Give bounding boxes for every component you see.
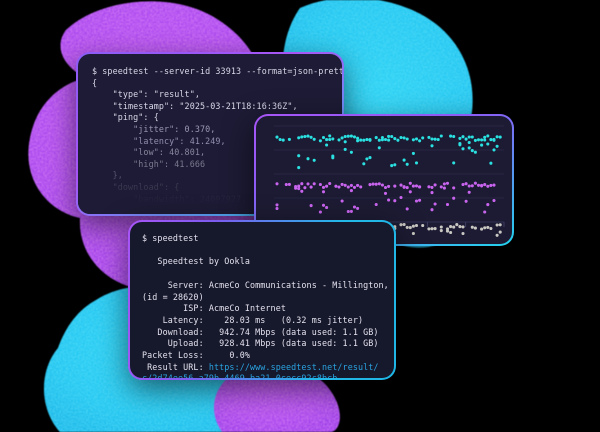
json-line-1: { [92,77,98,88]
json-line-5: "jitter": 0.370, [92,123,216,134]
summary-card-inner: $ speedtest Speedtest by Ookla Server: A… [130,222,394,378]
summary-output-text: $ speedtest Speedtest by Ookla Server: A… [142,233,394,378]
json-line-7: "low": 40.801, [92,147,206,158]
magenta-blob-bottom [213,364,340,432]
summary-text-block: $ speedtest Speedtest by Ookla Server: A… [142,233,394,372]
speedtest-summary-card[interactable]: $ speedtest Speedtest by Ookla Server: A… [128,220,396,380]
json-line-4: "ping": { [92,112,159,123]
json-line-6: "latency": 41.249, [92,135,226,146]
json-line-2: "type": "result", [92,89,200,100]
json-line-8: "high": 41.666 [92,158,206,169]
json-line-0: $ speedtest --server-id 33913 --format=j… [92,66,342,76]
result-url-line-2[interactable]: c/2d74ee56-a79b-4469-ba21-0cecc92c8bcb [142,373,337,378]
json-line-3: "timestamp": "2025-03-21T18:16:36Z", [92,100,298,111]
result-url-line-1[interactable]: https://www.speedtest.net/result/ [208,361,379,372]
